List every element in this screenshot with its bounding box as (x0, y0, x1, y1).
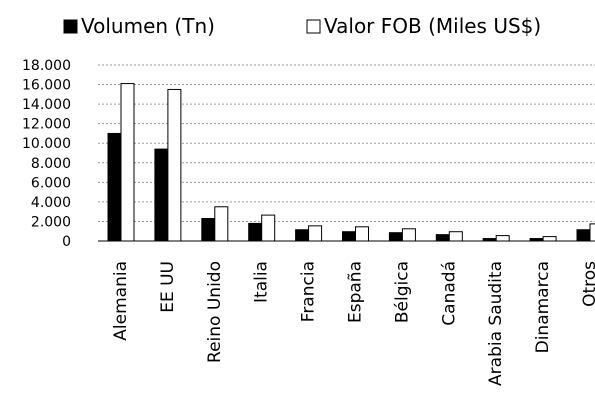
x-category-label: España (346, 261, 366, 323)
bar-valor-fob (214, 206, 229, 242)
y-tick-label: 6.000 (31, 175, 71, 191)
x-category-label: Bélgica (392, 261, 412, 323)
bars (107, 83, 595, 242)
bar-valor-fob (495, 235, 510, 242)
bar-valor-fob (261, 214, 276, 242)
bar-valor-fob (167, 88, 182, 242)
x-category-label: Arabia Saudita (486, 261, 506, 386)
legend-swatch-volumen (63, 19, 78, 34)
y-tick-label: 16.000 (22, 78, 71, 94)
legend-label-valor-fob: Valor FOB (Miles US$) (324, 14, 541, 38)
bar-volumen (342, 231, 356, 242)
bar-valor-fob (355, 226, 369, 242)
y-tick-label: 12.000 (22, 117, 71, 133)
bar-valor-fob (401, 228, 416, 242)
y-tick-label: 2.000 (31, 214, 71, 230)
bar-valor-fob (448, 231, 463, 242)
y-tick-label: 14.000 (22, 97, 71, 113)
y-tick-label: 0 (62, 234, 71, 250)
bar-volumen (107, 132, 122, 242)
y-tick-label: 10.000 (22, 136, 71, 152)
bar-volumen (388, 232, 403, 242)
y-axis-tick-labels: 0 2.000 4.000 6.000 8.000 10.000 12.000 14.000 1… (22, 58, 71, 250)
bar-valor-fob (589, 223, 595, 242)
y-tick-label: 8.000 (31, 156, 71, 172)
x-category-label: Italia (252, 261, 272, 303)
legend-swatch-valor-fob (306, 19, 321, 34)
y-tick-label: 18.000 (22, 58, 71, 74)
bar-volumen (295, 229, 310, 242)
gridlines (98, 64, 595, 222)
bar-volumen (435, 234, 450, 242)
bar-volumen (576, 229, 591, 242)
bar-volumen (154, 148, 169, 242)
legend-label-volumen: Volumen (Tn) (81, 14, 215, 38)
x-category-label: Otros (580, 261, 595, 307)
bar-volumen (248, 222, 263, 242)
legend: Volumen (Tn) Valor FOB (Miles US$) (63, 14, 541, 38)
x-category-label: Reino Unido (205, 261, 225, 363)
x-category-label: Dinamarca (533, 261, 553, 353)
y-tick-label: 4.000 (31, 195, 71, 211)
x-category-label: EE UU (158, 261, 178, 313)
x-axis-category-labels: Alemania EE UU Reino Unido Italia Francia Esp… (111, 261, 595, 386)
x-category-label: Alemania (111, 261, 131, 341)
x-category-label: Francia (299, 261, 319, 322)
bar-volumen (201, 218, 216, 242)
bar-valor-fob (308, 225, 323, 242)
bar-valor-fob (120, 83, 135, 242)
bar-valor-fob (542, 236, 557, 242)
x-category-label: Canadá (439, 261, 459, 326)
